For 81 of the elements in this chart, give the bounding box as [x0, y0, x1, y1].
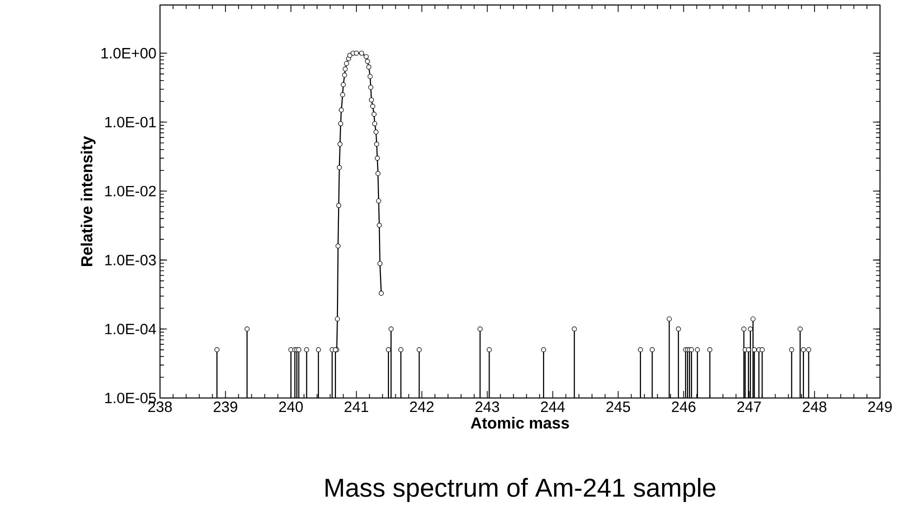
x-tick-label: 242: [410, 402, 434, 412]
x-tick-label: 248: [802, 402, 826, 412]
x-tick-label: 239: [214, 402, 238, 412]
point: [304, 347, 310, 352]
point: [760, 347, 765, 352]
point: [244, 326, 250, 332]
point: [342, 66, 348, 72]
x-tick-label: 240: [279, 402, 303, 412]
x-tick-label: 245: [606, 402, 630, 412]
point: [752, 347, 757, 352]
point: [372, 112, 377, 117]
x-tick-label: 241: [344, 402, 368, 412]
point: [676, 326, 681, 332]
point: [806, 347, 812, 352]
point: [214, 347, 220, 352]
x-tick-label: 243: [476, 402, 500, 412]
x-tick-label: 246: [672, 402, 696, 412]
point: [316, 347, 321, 352]
y-tick-label: 1.0E-02: [105, 186, 156, 196]
point: [572, 326, 577, 332]
point: [377, 261, 382, 266]
point: [340, 82, 346, 88]
point: [288, 347, 294, 352]
point: [486, 347, 492, 352]
point: [541, 347, 546, 352]
point: [376, 198, 382, 204]
point: [334, 316, 340, 322]
y-axis-title: Relative intensity: [80, 136, 96, 266]
x-axis-title: Atomic mass: [470, 416, 569, 429]
point: [748, 326, 753, 332]
point: [398, 347, 404, 352]
point: [800, 347, 806, 352]
y-tick-label: 1.0E-01: [105, 116, 156, 128]
point: [372, 121, 378, 126]
y-tick-label: 1.0E-05: [105, 392, 156, 404]
point: [368, 74, 373, 79]
x-tick-label: 238: [148, 402, 172, 412]
point: [650, 347, 655, 352]
point: [342, 72, 348, 78]
point: [368, 84, 374, 90]
x-tick-label: 244: [541, 402, 565, 412]
point: [376, 222, 382, 228]
text: Mass spectrum of Am-241 sample: [326, 478, 716, 502]
point: [338, 108, 344, 112]
point: [370, 104, 376, 109]
point: [666, 316, 672, 322]
point: [336, 244, 341, 248]
point: [746, 347, 751, 352]
point: [741, 326, 746, 332]
x-tick-label: 249: [868, 402, 892, 412]
point: [416, 347, 422, 352]
point: [366, 64, 372, 70]
point: [359, 50, 364, 56]
point: [336, 202, 342, 208]
point: [354, 50, 359, 56]
point: [388, 326, 394, 332]
point: [707, 347, 712, 352]
point: [386, 347, 391, 352]
point: [694, 347, 700, 352]
point: [374, 130, 378, 134]
x-tick-label: 247: [737, 402, 761, 412]
point: [478, 326, 483, 332]
point: [798, 326, 803, 332]
y-tick-label: 1.0E+00: [102, 48, 156, 58]
point: [336, 165, 342, 170]
point: [378, 290, 384, 296]
point: [365, 58, 370, 64]
point: [374, 156, 380, 161]
point: [338, 121, 344, 126]
y-tick-label: 1.0E-04: [105, 324, 156, 334]
y-tick-label: 1.0E-03: [105, 254, 156, 266]
point: [375, 171, 380, 176]
point: [638, 347, 643, 352]
point: [750, 316, 756, 322]
point: [340, 92, 346, 98]
point: [368, 97, 374, 102]
point: [789, 347, 794, 352]
point: [374, 142, 380, 147]
point: [344, 60, 350, 66]
point: [364, 54, 369, 60]
point: [338, 142, 342, 147]
